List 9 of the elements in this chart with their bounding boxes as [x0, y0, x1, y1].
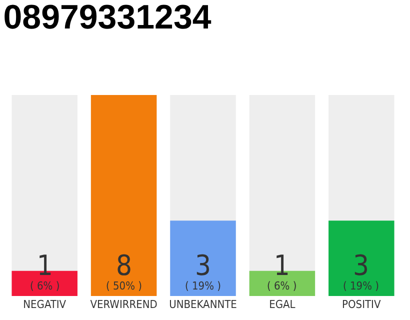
data-label: 3 ( 19% ) [185, 249, 222, 292]
data-label: 8 ( 50% ) [106, 249, 142, 292]
x-tick-label: POSITIV [342, 298, 381, 311]
x-tick-label: NEGATIV [23, 298, 66, 311]
x-tick-label: VERWIRREND [90, 298, 158, 311]
x-tick-label: UNBEKANNTE [169, 298, 237, 311]
data-label: 3 ( 19% ) [343, 249, 380, 292]
x-tick-label: EGAL [269, 298, 296, 311]
chart-title: 08979331234 [3, 0, 212, 37]
